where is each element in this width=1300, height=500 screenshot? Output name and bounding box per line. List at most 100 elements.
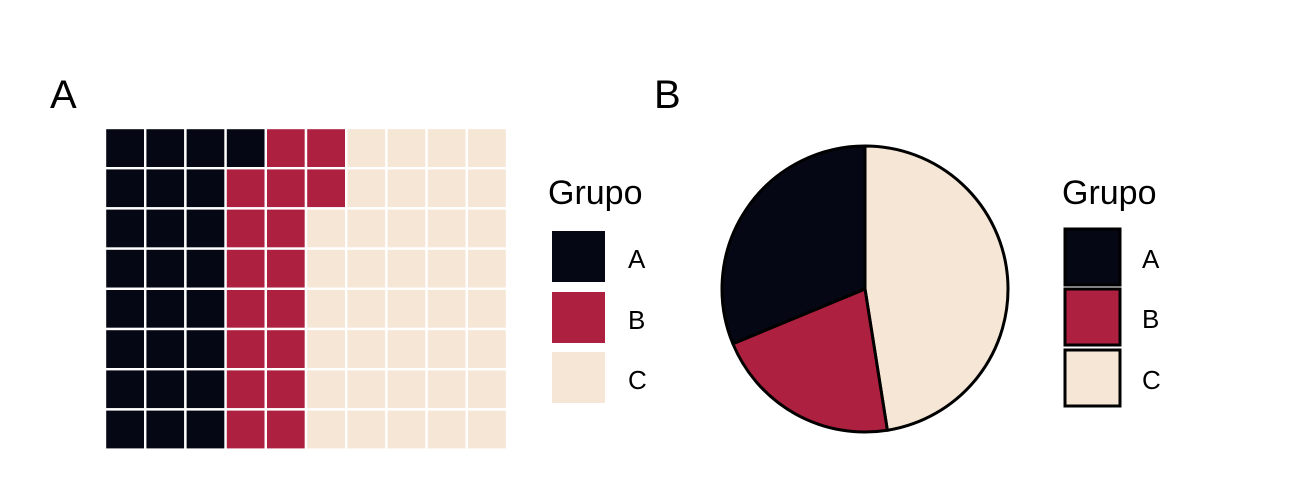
waffle-cell-c — [304, 408, 348, 451]
waffle-cell-b — [224, 327, 268, 371]
legend-waffle-key-c — [552, 352, 605, 403]
pie-slice-a — [720, 144, 867, 346]
waffle-cell-c — [385, 247, 428, 291]
waffle-cell-a — [184, 287, 227, 331]
waffle-cell-c — [304, 368, 348, 411]
waffle-cell-c — [304, 207, 348, 250]
waffle-cell-a — [143, 287, 187, 331]
waffle-cell-a — [103, 247, 147, 291]
waffle-cell-c — [425, 126, 469, 170]
legend-waffle-key-b — [552, 292, 605, 343]
waffle-cell-c — [425, 287, 469, 331]
waffle-cell-b — [304, 166, 348, 210]
waffle-cell-c — [425, 166, 469, 210]
waffle-cell-c — [425, 327, 469, 371]
legend-waffle-key-a — [552, 231, 605, 282]
waffle-cell-b — [304, 126, 348, 170]
waffle-cell-c — [345, 126, 388, 170]
panel-label-b: B — [654, 73, 681, 117]
legend-pie-label-a: A — [1142, 244, 1160, 274]
waffle-cell-a — [103, 126, 147, 170]
waffle-cell-a — [143, 126, 187, 170]
waffle-cell-c — [465, 368, 509, 411]
waffle-cell-a — [103, 327, 147, 371]
waffle-cell-c — [465, 247, 509, 291]
waffle-cell-b — [224, 166, 268, 210]
waffle-cell-a — [184, 368, 227, 411]
waffle-cell-b — [224, 287, 268, 331]
waffle-cell-a — [143, 166, 187, 210]
waffle-cell-c — [425, 247, 469, 291]
waffle-cell-a — [143, 408, 187, 451]
waffle-cell-b — [264, 166, 308, 210]
legend-pie: Grupo AB C — [1062, 174, 1161, 408]
waffle-cell-c — [425, 207, 469, 250]
legend-pie-key-c — [1063, 348, 1122, 408]
waffle-cell-a — [184, 408, 227, 451]
waffle-cell-c — [345, 368, 388, 411]
waffle-cell-a — [184, 207, 227, 250]
waffle-cell-c — [345, 287, 388, 331]
waffle-cell-a — [143, 368, 187, 411]
waffle-cell-c — [425, 368, 469, 411]
waffle-cell-c — [345, 207, 388, 250]
pie-chart — [720, 144, 1010, 434]
waffle-cell-c — [385, 166, 428, 210]
waffle-cell-a — [143, 207, 187, 250]
waffle-cell-c — [425, 408, 469, 451]
waffle-cell-b — [264, 247, 308, 291]
legend-waffle: Grupo A BC — [548, 174, 647, 403]
waffle-cell-b — [224, 408, 268, 451]
waffle-cell-c — [385, 408, 428, 451]
waffle-cell-a — [103, 408, 147, 451]
waffle-cell-c — [385, 368, 428, 411]
pie-slice-c — [863, 144, 1010, 432]
waffle-cell-c — [304, 327, 348, 371]
waffle-cell-a — [103, 368, 147, 411]
waffle-cell-c — [304, 287, 348, 331]
waffle-cell-c — [304, 247, 348, 291]
legend-pie-key-b — [1063, 287, 1122, 347]
waffle-cell-c — [465, 287, 509, 331]
waffle-cell-b — [264, 126, 308, 170]
legend-waffle-label-a: A — [628, 244, 646, 274]
waffle-cell-a — [103, 207, 147, 250]
legend-pie-label-c: C — [1142, 365, 1161, 395]
waffle-cell-a — [184, 327, 227, 371]
waffle-cell-c — [345, 327, 388, 371]
waffle-cell-b — [224, 207, 268, 250]
waffle-cell-c — [385, 126, 428, 170]
waffle-chart — [103, 126, 509, 451]
panel-label-a: A — [50, 73, 77, 117]
waffle-cell-b — [264, 368, 308, 411]
waffle-cell-b — [264, 408, 308, 451]
waffle-cell-a — [103, 166, 147, 210]
legend-waffle-label-b: B — [628, 305, 645, 335]
legend-waffle-title: Grupo — [548, 174, 643, 212]
pie-slice-b — [731, 287, 889, 434]
legend-pie-key-a — [1063, 227, 1122, 287]
waffle-cell-a — [184, 126, 227, 170]
waffle-cell-c — [385, 207, 428, 250]
waffle-cell-b — [264, 287, 308, 331]
waffle-cell-c — [465, 207, 509, 250]
waffle-cell-c — [465, 408, 509, 451]
waffle-cell-c — [385, 287, 428, 331]
waffle-cell-b — [224, 368, 268, 411]
waffle-cell-c — [345, 166, 388, 210]
waffle-cell-b — [264, 207, 308, 250]
waffle-cell-b — [224, 247, 268, 291]
legend-pie-title: Grupo — [1062, 174, 1157, 212]
waffle-cell-a — [184, 166, 227, 210]
waffle-cell-c — [385, 327, 428, 371]
waffle-cell-a — [143, 247, 187, 291]
waffle-cell-a — [143, 327, 187, 371]
legend-waffle-label-c: C — [628, 365, 647, 395]
waffle-cell-a — [224, 126, 268, 170]
waffle-cell-b — [264, 327, 308, 371]
waffle-cell-a — [184, 247, 227, 291]
waffle-cell-c — [465, 126, 509, 170]
legend-pie-label-b: B — [1142, 304, 1159, 334]
waffle-cell-c — [465, 327, 509, 371]
